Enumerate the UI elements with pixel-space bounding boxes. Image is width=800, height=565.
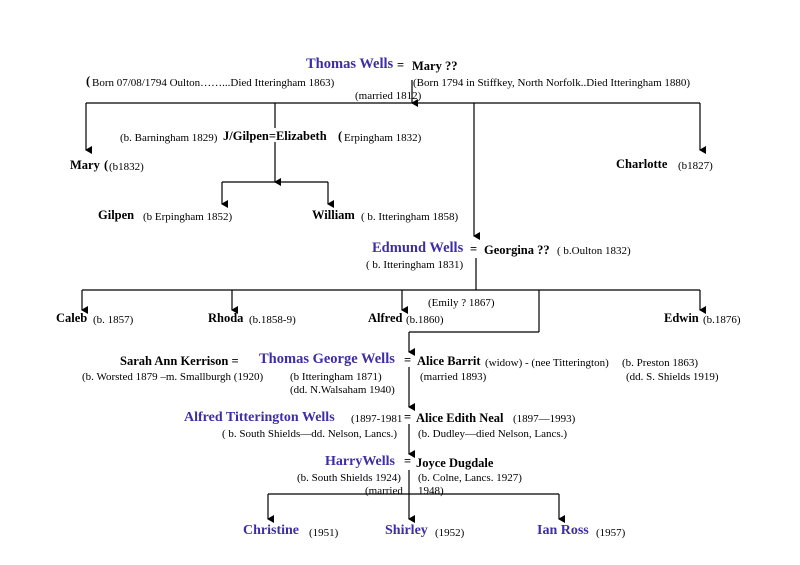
ian-ross-note: (1957)	[596, 527, 626, 539]
mary-daughter-note: (b1832)	[109, 161, 144, 173]
alfred-note: (b.1860)	[406, 314, 444, 326]
thomas-george-wells-name: Thomas George Wells	[259, 351, 395, 367]
mary-daughter-paren: (	[104, 158, 109, 172]
gen4-equals: =	[404, 410, 412, 424]
thomas-george-death: (dd. N.Walsaham 1940)	[290, 384, 395, 396]
william-note: ( b. Itteringham 1858)	[361, 211, 459, 223]
edmund-wells-name: Edmund Wells	[372, 240, 464, 256]
charlotte-note: (b1827)	[678, 160, 713, 172]
shirley-note: (1952)	[435, 527, 465, 539]
thomas-george-note: (b Itteringham 1871)	[290, 371, 382, 383]
gen2-equals: =	[470, 242, 478, 256]
alice-barrit-extra: (widow) - (nee Titterington)	[485, 357, 609, 369]
alice-barrit-death: (dd. S. Shields 1919)	[626, 371, 719, 383]
alice-edith-neal-name: Alice Edith Neal	[416, 411, 504, 425]
alice-barrit-name: Alice Barrit	[417, 354, 481, 368]
gen1-married-note: (married 1812)	[355, 90, 422, 102]
mary-wife-note: (Born 1794 in Stiffkey, North Norfolk..D…	[413, 77, 691, 89]
georgina-note: ( b.Oulton 1832)	[557, 245, 631, 257]
alfred-titterington-wells-name: Alfred Titterington Wells	[184, 410, 335, 425]
gen5-married-note-b: 1948)	[418, 485, 444, 497]
ian-ross-name: Ian Ross	[537, 523, 589, 538]
shirley-name: Shirley	[385, 523, 428, 538]
caleb-name: Caleb	[56, 311, 88, 325]
joyce-dugdale-name: Joyce Dugdale	[416, 456, 494, 470]
edwin-name: Edwin	[664, 311, 699, 325]
gen5-married-note-a: (married	[365, 485, 403, 497]
gen1-equals: =	[397, 58, 405, 72]
caleb-note: (b. 1857)	[93, 314, 134, 326]
rhoda-note: (b.1858-9)	[249, 314, 296, 326]
thomas-wells-name: Thomas Wells	[306, 56, 394, 72]
alfred-titterington-note: ( b. South Shields—dd. Nelson, Lancs.)	[222, 428, 398, 440]
christine-note: (1951)	[309, 527, 339, 539]
georgina-name: Georgina ??	[484, 243, 550, 257]
rhoda-name: Rhoda	[208, 311, 244, 325]
christine-name: Christine	[243, 523, 299, 538]
harry-wells-name: HarryWells	[325, 454, 395, 469]
alice-edith-neal-note: (b. Dudley—died Nelson, Lancs.)	[418, 428, 568, 440]
gilpen-elizabeth-names: J/Gilpen=Elizabeth	[223, 129, 327, 143]
sarah-ann-kerrison-note: (b. Worsted 1879 –m. Smallburgh (1920)	[82, 371, 264, 383]
alice-edith-neal-dates: (1897—1993)	[513, 413, 576, 425]
gen3-married-note: (married 1893)	[420, 371, 487, 383]
harry-wells-note: (b. South Shields 1924)	[297, 472, 401, 484]
gilpen-name: Gilpen	[98, 208, 135, 222]
william-name: William	[312, 208, 355, 222]
edmund-note: ( b. Itteringham 1831)	[366, 259, 464, 271]
gilpen-note: (b Erpingham 1852)	[143, 211, 233, 223]
thomas-wells-note: Born 07/08/1794 Oulton……...Died Ittering…	[92, 77, 335, 89]
emily-note: (Emily ? 1867)	[428, 297, 495, 309]
thomas-note-paren: (	[86, 74, 91, 88]
mary-wife-name: Mary ??	[412, 59, 458, 73]
gilpen-birth-note: (b. Barningham 1829)	[120, 132, 218, 144]
gen3-equals: =	[404, 353, 412, 367]
elizabeth-birth-note: Erpingham 1832)	[344, 132, 422, 144]
elizabeth-note-paren: (	[338, 129, 343, 143]
alfred-titterington-dates: (1897-1981	[351, 413, 403, 425]
edwin-note: (b.1876)	[703, 314, 741, 326]
gen5-equals: =	[404, 454, 412, 468]
mary-daughter-name: Mary	[70, 158, 100, 172]
joyce-dugdale-note: (b. Colne, Lancs. 1927)	[418, 472, 522, 484]
alfred-name: Alfred	[368, 311, 403, 325]
alice-barrit-born: (b. Preston 1863)	[622, 357, 699, 369]
sarah-ann-kerrison-name: Sarah Ann Kerrison =	[120, 354, 239, 368]
charlotte-name: Charlotte	[616, 157, 668, 171]
